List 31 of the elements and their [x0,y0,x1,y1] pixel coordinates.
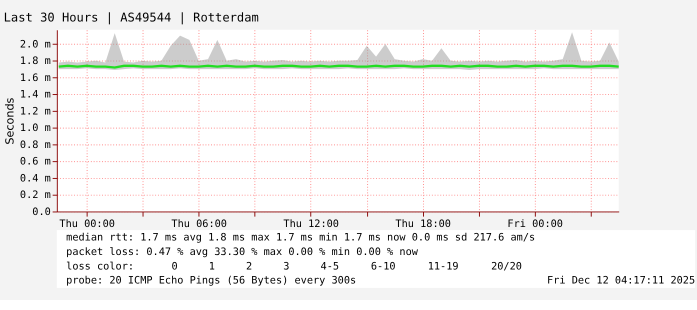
text: 3 [283,260,290,272]
y-tick-label: 1.6 m [20,72,51,84]
y-tick-label: 0.2 m [20,189,51,202]
x-tick-label: Thu 00:00 [59,218,115,230]
text: 1 [208,260,215,272]
text: 20/20 [491,260,522,272]
y-tick-label: 1.2 m [20,105,51,118]
y-tick-label: 1.4 m [20,88,51,101]
y-tick-label: 0.6 m [20,156,51,168]
text: 2 [246,260,252,272]
x-tick-label: Thu 18:00 [395,218,451,230]
y-tick-label: 2.0 m [20,38,51,50]
text: probe: 20 ICMP Echo Pings (56 Bytes) every 300s [66,274,356,287]
text: 6-10 [370,260,396,272]
y-tick-label: 0.8 m [20,138,51,151]
x-tick-label: Fri 00:00 [507,218,563,230]
x-tick-label: Thu 12:00 [283,218,339,230]
text: 11-19 [428,260,459,272]
text: 0 [171,260,178,272]
chart-title: Last 30 Hours | AS49544 | Rotterdam [4,10,259,24]
text: median rtt: 1.7 ms avg 1.8 ms max 1.7 ms min 1.7 ms now 0.0 ms sd 217.6 am/s [66,231,536,244]
y-tick-label: 0.4 m [20,172,51,184]
y-tick-label: 1.8 m [20,55,51,68]
y-tick-label: 1.0 m [20,122,51,134]
text: packet loss: 0.47 % avg 33.30 % max 0.00 % min 0.00 % now [66,246,419,258]
text: loss color: [66,260,134,272]
x-tick-label: Thu 06:00 [171,218,227,230]
text: 4-5 [320,260,340,272]
y-axis-title: Seconds [3,97,16,145]
y-tick-label: 0.0 [32,206,51,218]
text: Fri Dec 12 04:17:11 2025 [547,274,696,287]
